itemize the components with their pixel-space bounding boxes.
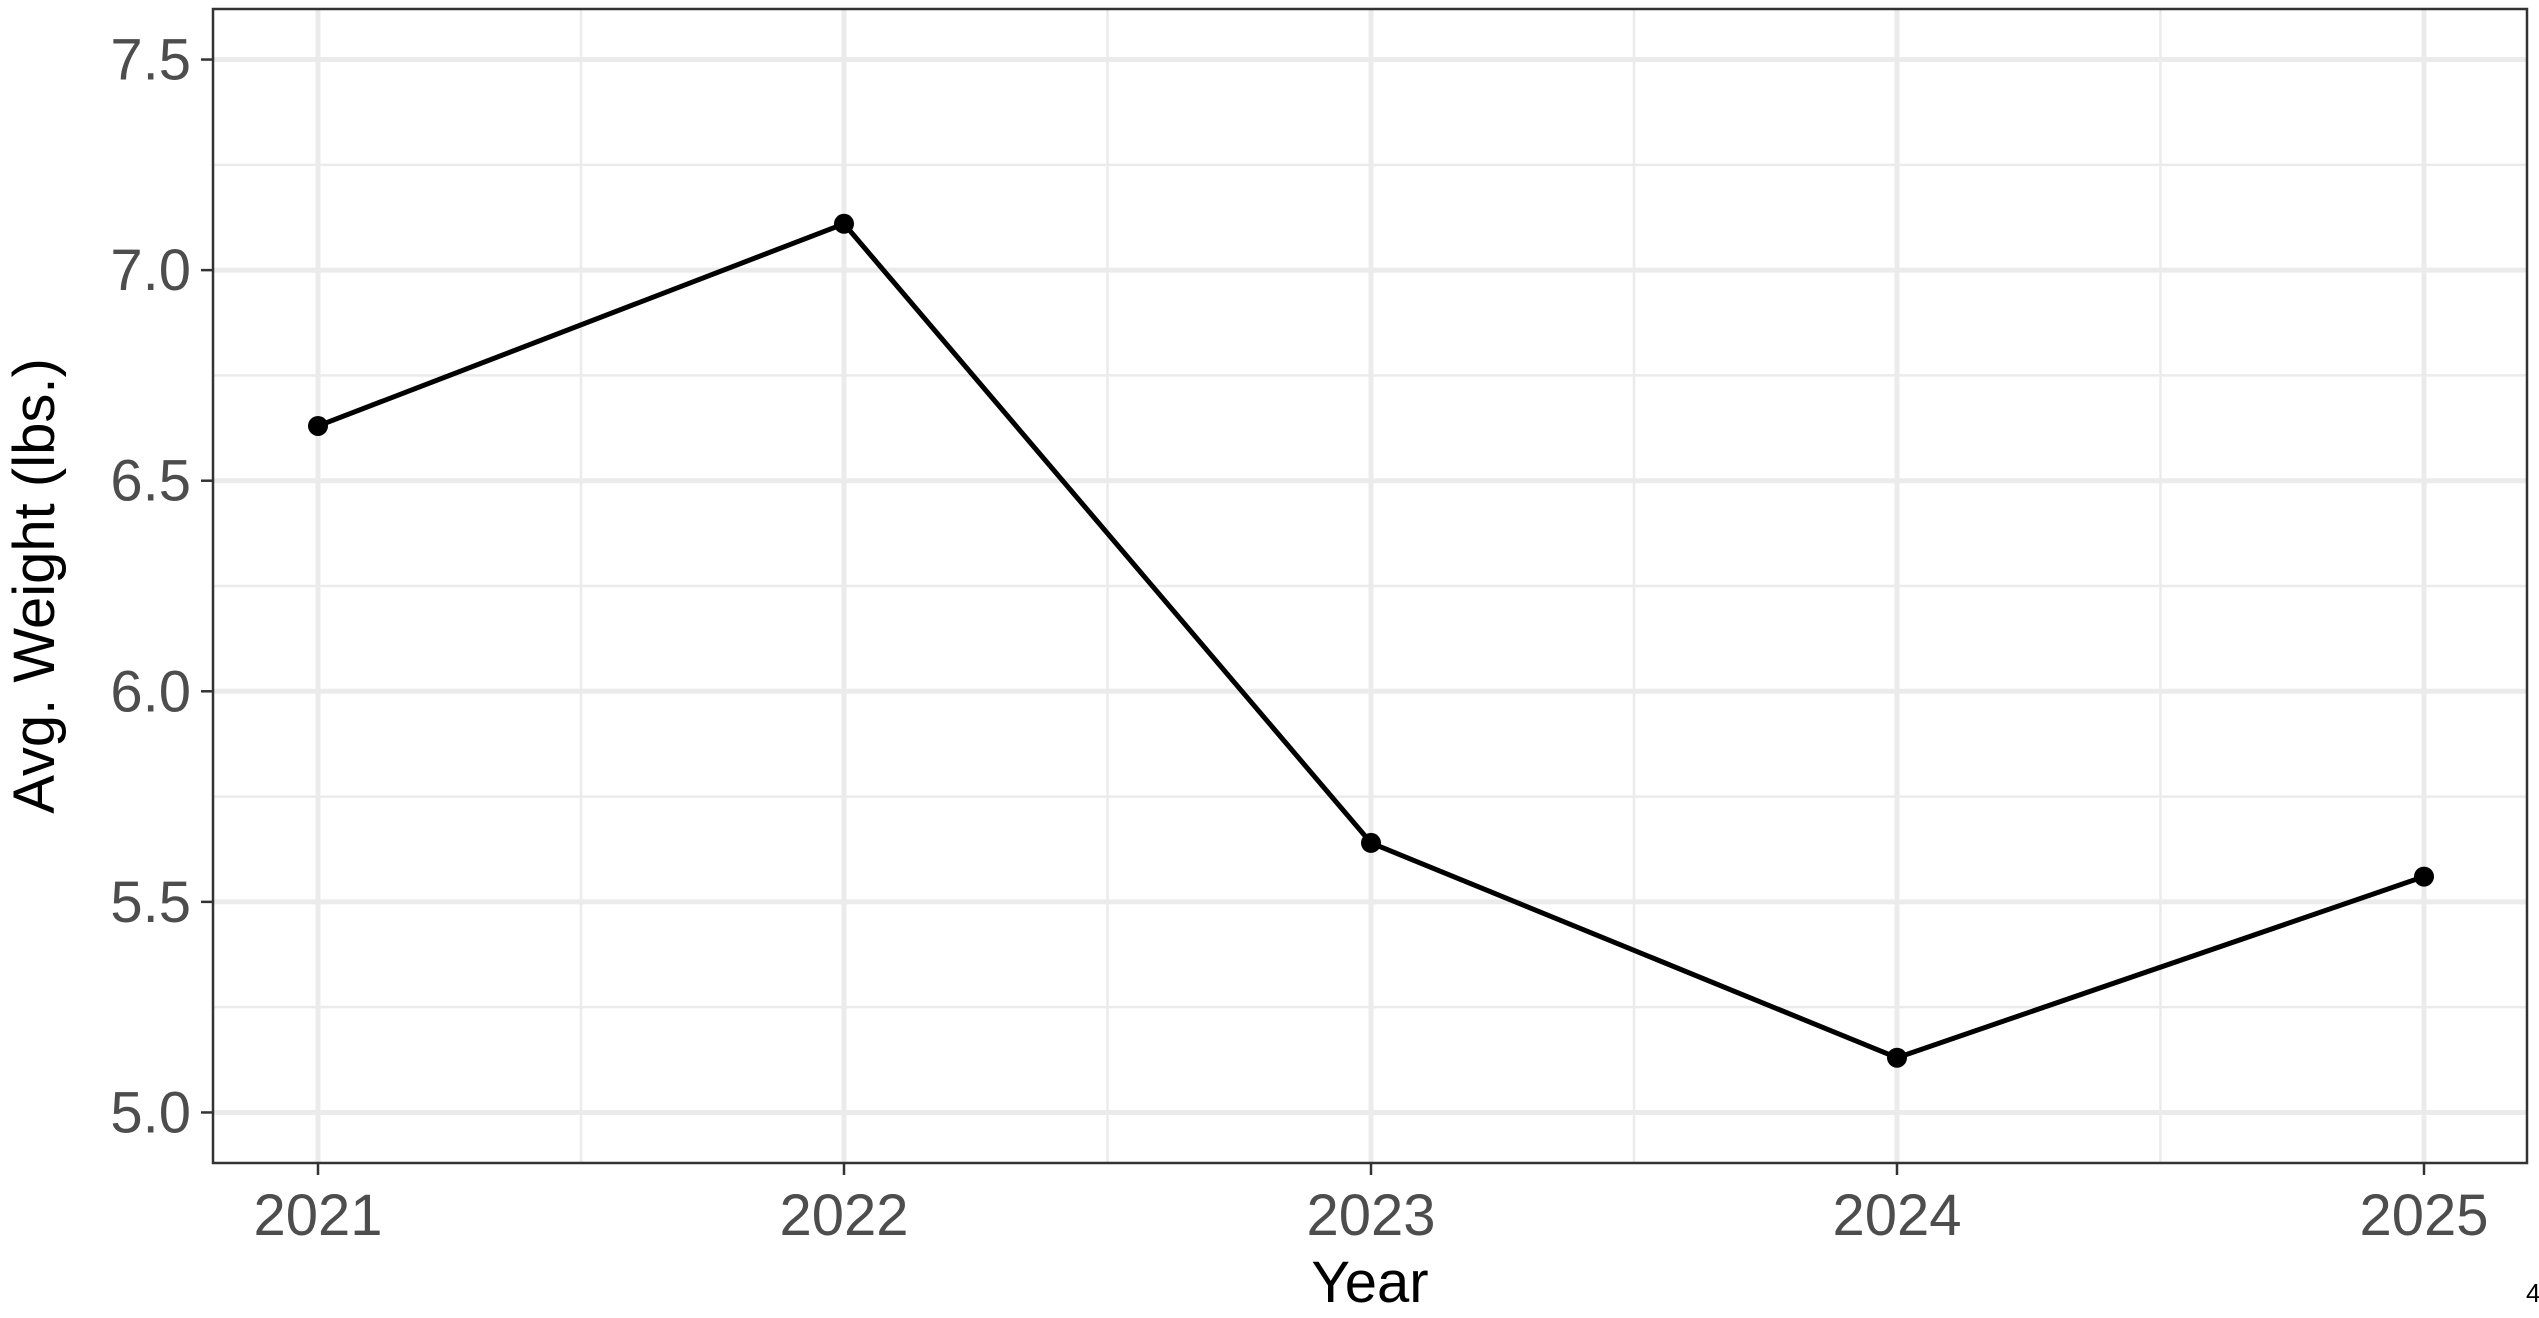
major-gridlines: [213, 9, 2527, 1163]
x-tick-label: 2025: [2359, 1183, 2488, 1248]
x-tick-label: 2024: [1832, 1183, 1961, 1248]
y-tick-label: 6.5: [110, 449, 191, 514]
y-tick-label: 6.0: [110, 659, 191, 724]
data-point: [308, 415, 328, 436]
y-tick-label: 5.5: [110, 870, 191, 935]
x-tick-label: 2023: [1306, 1183, 1435, 1248]
data-point: [1361, 832, 1381, 853]
axes: 5.0 5.5 6.0 6.5 7.0 7.5 2021 2022 2023 2024 2025: [110, 28, 2488, 1248]
corner-note: 4: [2526, 1278, 2539, 1308]
x-tick-label: 2021: [253, 1183, 382, 1248]
data-point: [1887, 1047, 1907, 1068]
y-tick-label: 5.0: [110, 1080, 191, 1145]
x-tick-label: 2022: [779, 1183, 908, 1248]
data-point: [2414, 866, 2434, 887]
y-tick-label: 7.0: [110, 238, 191, 303]
y-axis-title: Avg. Weight (lbs.): [2, 358, 67, 814]
series-layer: [308, 213, 2434, 1068]
y-tick-label: 7.5: [110, 28, 191, 93]
data-point: [834, 213, 854, 234]
x-axis-title: Year: [1311, 1250, 1428, 1313]
